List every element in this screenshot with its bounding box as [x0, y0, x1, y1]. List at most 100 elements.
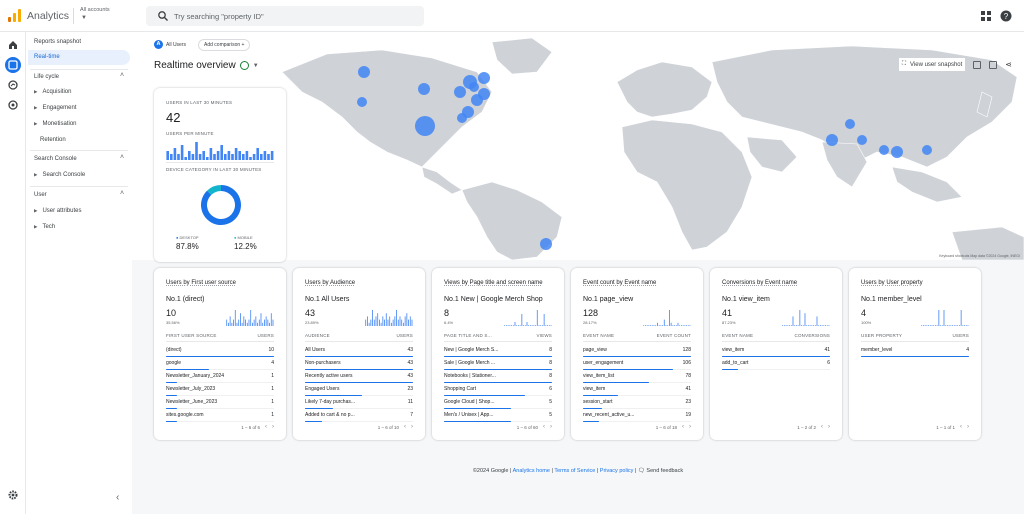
- report-card[interactable]: Users by First user source No.1 (direct)…: [154, 268, 286, 440]
- user-location-bubble[interactable]: [357, 97, 367, 107]
- table-row[interactable]: view_item 41: [583, 383, 691, 396]
- chevron-down-icon[interactable]: ▼: [81, 15, 87, 21]
- explore-icon[interactable]: [5, 77, 21, 93]
- analytics-logo-icon[interactable]: [8, 9, 21, 22]
- chevron-down-icon[interactable]: ▼: [252, 62, 259, 69]
- help-icon[interactable]: ?: [1000, 10, 1012, 22]
- apps-grid-icon[interactable]: [980, 10, 992, 22]
- table-row[interactable]: google 4: [166, 357, 274, 370]
- chevron-left-icon[interactable]: ‹: [960, 424, 962, 430]
- table-row[interactable]: Added to cart & no p... 7: [305, 409, 413, 422]
- chevron-right-icon[interactable]: ›: [411, 424, 413, 430]
- chevron-left-icon[interactable]: ‹: [682, 424, 684, 430]
- table-row[interactable]: Non-purchasers 43: [305, 357, 413, 370]
- user-location-bubble[interactable]: [891, 146, 903, 158]
- report-card[interactable]: Conversions by Event name No.1 view_item…: [710, 268, 842, 440]
- report-card[interactable]: Users by User property No.1 member_level…: [849, 268, 981, 440]
- table-row[interactable]: Sale | Google Merch ... 8: [444, 357, 552, 370]
- table-row[interactable]: view_item_list 78: [583, 370, 691, 383]
- footer-privacy-link[interactable]: Privacy policy: [599, 468, 634, 474]
- user-location-bubble[interactable]: [826, 134, 838, 146]
- reports-icon[interactable]: [5, 57, 21, 73]
- nav-section-user[interactable]: User: [34, 192, 47, 198]
- search-bar[interactable]: [146, 6, 424, 26]
- view-user-snapshot-button[interactable]: ⛶ View user snapshot: [898, 58, 966, 71]
- nav-item-retention[interactable]: Retention: [40, 137, 66, 143]
- table-row[interactable]: new_recent_active_u... 19: [583, 409, 691, 422]
- footer-analytics-home-link[interactable]: Analytics home: [512, 468, 550, 474]
- table-row[interactable]: Engaged Users 23: [305, 383, 413, 396]
- device-donut-chart[interactable]: [198, 182, 244, 228]
- table-row[interactable]: Men's / Unisex | App... 5: [444, 409, 552, 422]
- table-row[interactable]: (direct) 10: [166, 344, 274, 357]
- chevron-up-icon[interactable]: ˄: [120, 154, 125, 161]
- footer-terms-link[interactable]: Terms of Service: [554, 468, 596, 474]
- nav-reports-snapshot[interactable]: Reports snapshot: [34, 39, 82, 45]
- chevron-right-icon[interactable]: ›: [272, 424, 274, 430]
- card-title[interactable]: Users by First user source: [166, 280, 237, 286]
- table-row[interactable]: Notebooks | Stationer... 8: [444, 370, 552, 383]
- table-row[interactable]: Newsletter_January_2024 1: [166, 370, 274, 383]
- chevron-left-icon[interactable]: ‹: [821, 424, 823, 430]
- search-input[interactable]: [174, 9, 414, 23]
- user-location-bubble[interactable]: [478, 88, 490, 100]
- table-row[interactable]: member_level 4: [861, 344, 969, 357]
- table-row[interactable]: user_engagement 106: [583, 357, 691, 370]
- card-title[interactable]: Event count by Event name: [583, 280, 657, 286]
- account-selector[interactable]: All accounts: [80, 7, 110, 13]
- nav-item-monetisation[interactable]: ▶ Monetisation: [34, 121, 77, 127]
- user-location-bubble[interactable]: [922, 145, 932, 155]
- user-location-bubble[interactable]: [879, 145, 889, 155]
- fullscreen-icon[interactable]: [973, 60, 982, 69]
- user-location-bubble[interactable]: [415, 116, 435, 136]
- table-row[interactable]: All Users 43: [305, 344, 413, 357]
- report-card[interactable]: Users by Audience No.1 All Users 43 23.8…: [293, 268, 425, 440]
- nav-section-search-console[interactable]: Search Console: [34, 156, 77, 162]
- nav-item-search-console[interactable]: ▶ Search Console: [34, 172, 85, 178]
- table-row[interactable]: Recently active users 43: [305, 370, 413, 383]
- chevron-up-icon[interactable]: ˄: [120, 190, 125, 197]
- table-row[interactable]: Newsletter_June_2023 1: [166, 396, 274, 409]
- card-title[interactable]: Views by Page title and screen name: [444, 280, 543, 286]
- user-location-bubble[interactable]: [469, 82, 479, 92]
- share-icon[interactable]: ⋖: [1005, 60, 1012, 69]
- nav-item-user-attributes[interactable]: ▶ User attributes: [34, 208, 81, 214]
- nav-item-acquisition[interactable]: ▶ Acquisition: [34, 89, 71, 95]
- user-location-bubble[interactable]: [457, 113, 467, 123]
- table-row[interactable]: session_start 23: [583, 396, 691, 409]
- user-location-bubble[interactable]: [478, 72, 490, 84]
- table-row[interactable]: Likely 7-day purchas... 11: [305, 396, 413, 409]
- chevron-right-icon[interactable]: ›: [689, 424, 691, 430]
- nav-realtime[interactable]: Real-time: [28, 50, 130, 65]
- chevron-left-icon[interactable]: ‹: [404, 424, 406, 430]
- table-row[interactable]: sites.google.com 1: [166, 409, 274, 422]
- chevron-right-icon[interactable]: ›: [550, 424, 552, 430]
- table-row[interactable]: add_to_cart 6: [722, 357, 830, 370]
- home-icon[interactable]: [5, 37, 21, 53]
- card-title[interactable]: Users by Audience: [305, 280, 356, 286]
- table-row[interactable]: Google Cloud | Shop... 5: [444, 396, 552, 409]
- status-check-icon[interactable]: [239, 61, 249, 70]
- settings-gear-icon[interactable]: [7, 489, 19, 501]
- add-comparison-button[interactable]: Add comparison +: [198, 39, 251, 51]
- table-row[interactable]: Shopping Cart 6: [444, 383, 552, 396]
- users-per-minute-chart[interactable]: [166, 140, 274, 160]
- nav-section-lifecycle[interactable]: Life cycle: [34, 74, 60, 80]
- chevron-right-icon[interactable]: ›: [828, 424, 830, 430]
- chevron-left-icon[interactable]: ‹: [265, 424, 267, 430]
- table-row[interactable]: page_view 128: [583, 344, 691, 357]
- chevron-left-icon[interactable]: ‹: [543, 424, 545, 430]
- table-row[interactable]: Newsletter_July_2023 1: [166, 383, 274, 396]
- chevron-up-icon[interactable]: ˄: [120, 72, 125, 79]
- report-card[interactable]: Event count by Event name No.1 page_view…: [571, 268, 703, 440]
- nav-item-engagement[interactable]: ▶ Engagement: [34, 105, 77, 111]
- chevron-right-icon[interactable]: ›: [967, 424, 969, 430]
- user-location-bubble[interactable]: [358, 66, 370, 78]
- report-card[interactable]: Views by Page title and screen name No.1…: [432, 268, 564, 440]
- table-row[interactable]: New | Google Merch S... 8: [444, 344, 552, 357]
- user-location-bubble[interactable]: [540, 238, 552, 250]
- footer-feedback-link[interactable]: Send feedback: [646, 468, 684, 474]
- edit-icon[interactable]: [989, 60, 998, 69]
- advertising-icon[interactable]: [5, 97, 21, 113]
- nav-item-tech[interactable]: ▶ Tech: [34, 224, 55, 230]
